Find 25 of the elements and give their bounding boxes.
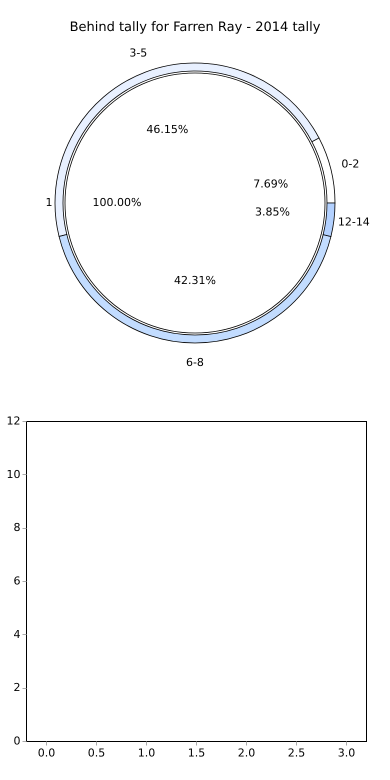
slice-label: 3-5 <box>129 46 148 60</box>
x-tick-label: 2.0 <box>238 746 256 760</box>
slice-label: 6-8 <box>186 356 204 369</box>
x-tick-label: 0.5 <box>88 746 106 760</box>
x-tick-label: 0.0 <box>38 746 56 760</box>
x-tick-label: 2.5 <box>288 746 306 760</box>
data-label: 42.31% <box>174 274 216 287</box>
data-label: 7.69% <box>253 177 288 190</box>
y-tick-label: 8 <box>14 521 20 534</box>
x-tick-label: 1.0 <box>138 746 156 760</box>
slice-label: 12-14 <box>338 215 370 228</box>
y-tick-label: 6 <box>14 574 20 588</box>
slice-label: 1 <box>46 196 52 209</box>
chart-title: Behind tally for Farren Ray - 2014 tally <box>68 20 322 35</box>
x-tick-label: 1.5 <box>188 746 206 760</box>
y-tick-label: 2 <box>14 681 20 694</box>
y-tick-label: 10 <box>6 468 20 481</box>
data-label: 46.15% <box>146 123 188 136</box>
data-label: 100.00% <box>92 196 142 209</box>
y-tick-label: 12 <box>6 414 20 428</box>
x-tick-label: 3.0 <box>338 746 356 760</box>
y-tick-label: 0 <box>14 734 20 748</box>
y-tick-label: 4 <box>14 628 20 641</box>
slice-label: 0-2 <box>341 158 360 171</box>
data-label: 3.85% <box>254 205 290 218</box>
